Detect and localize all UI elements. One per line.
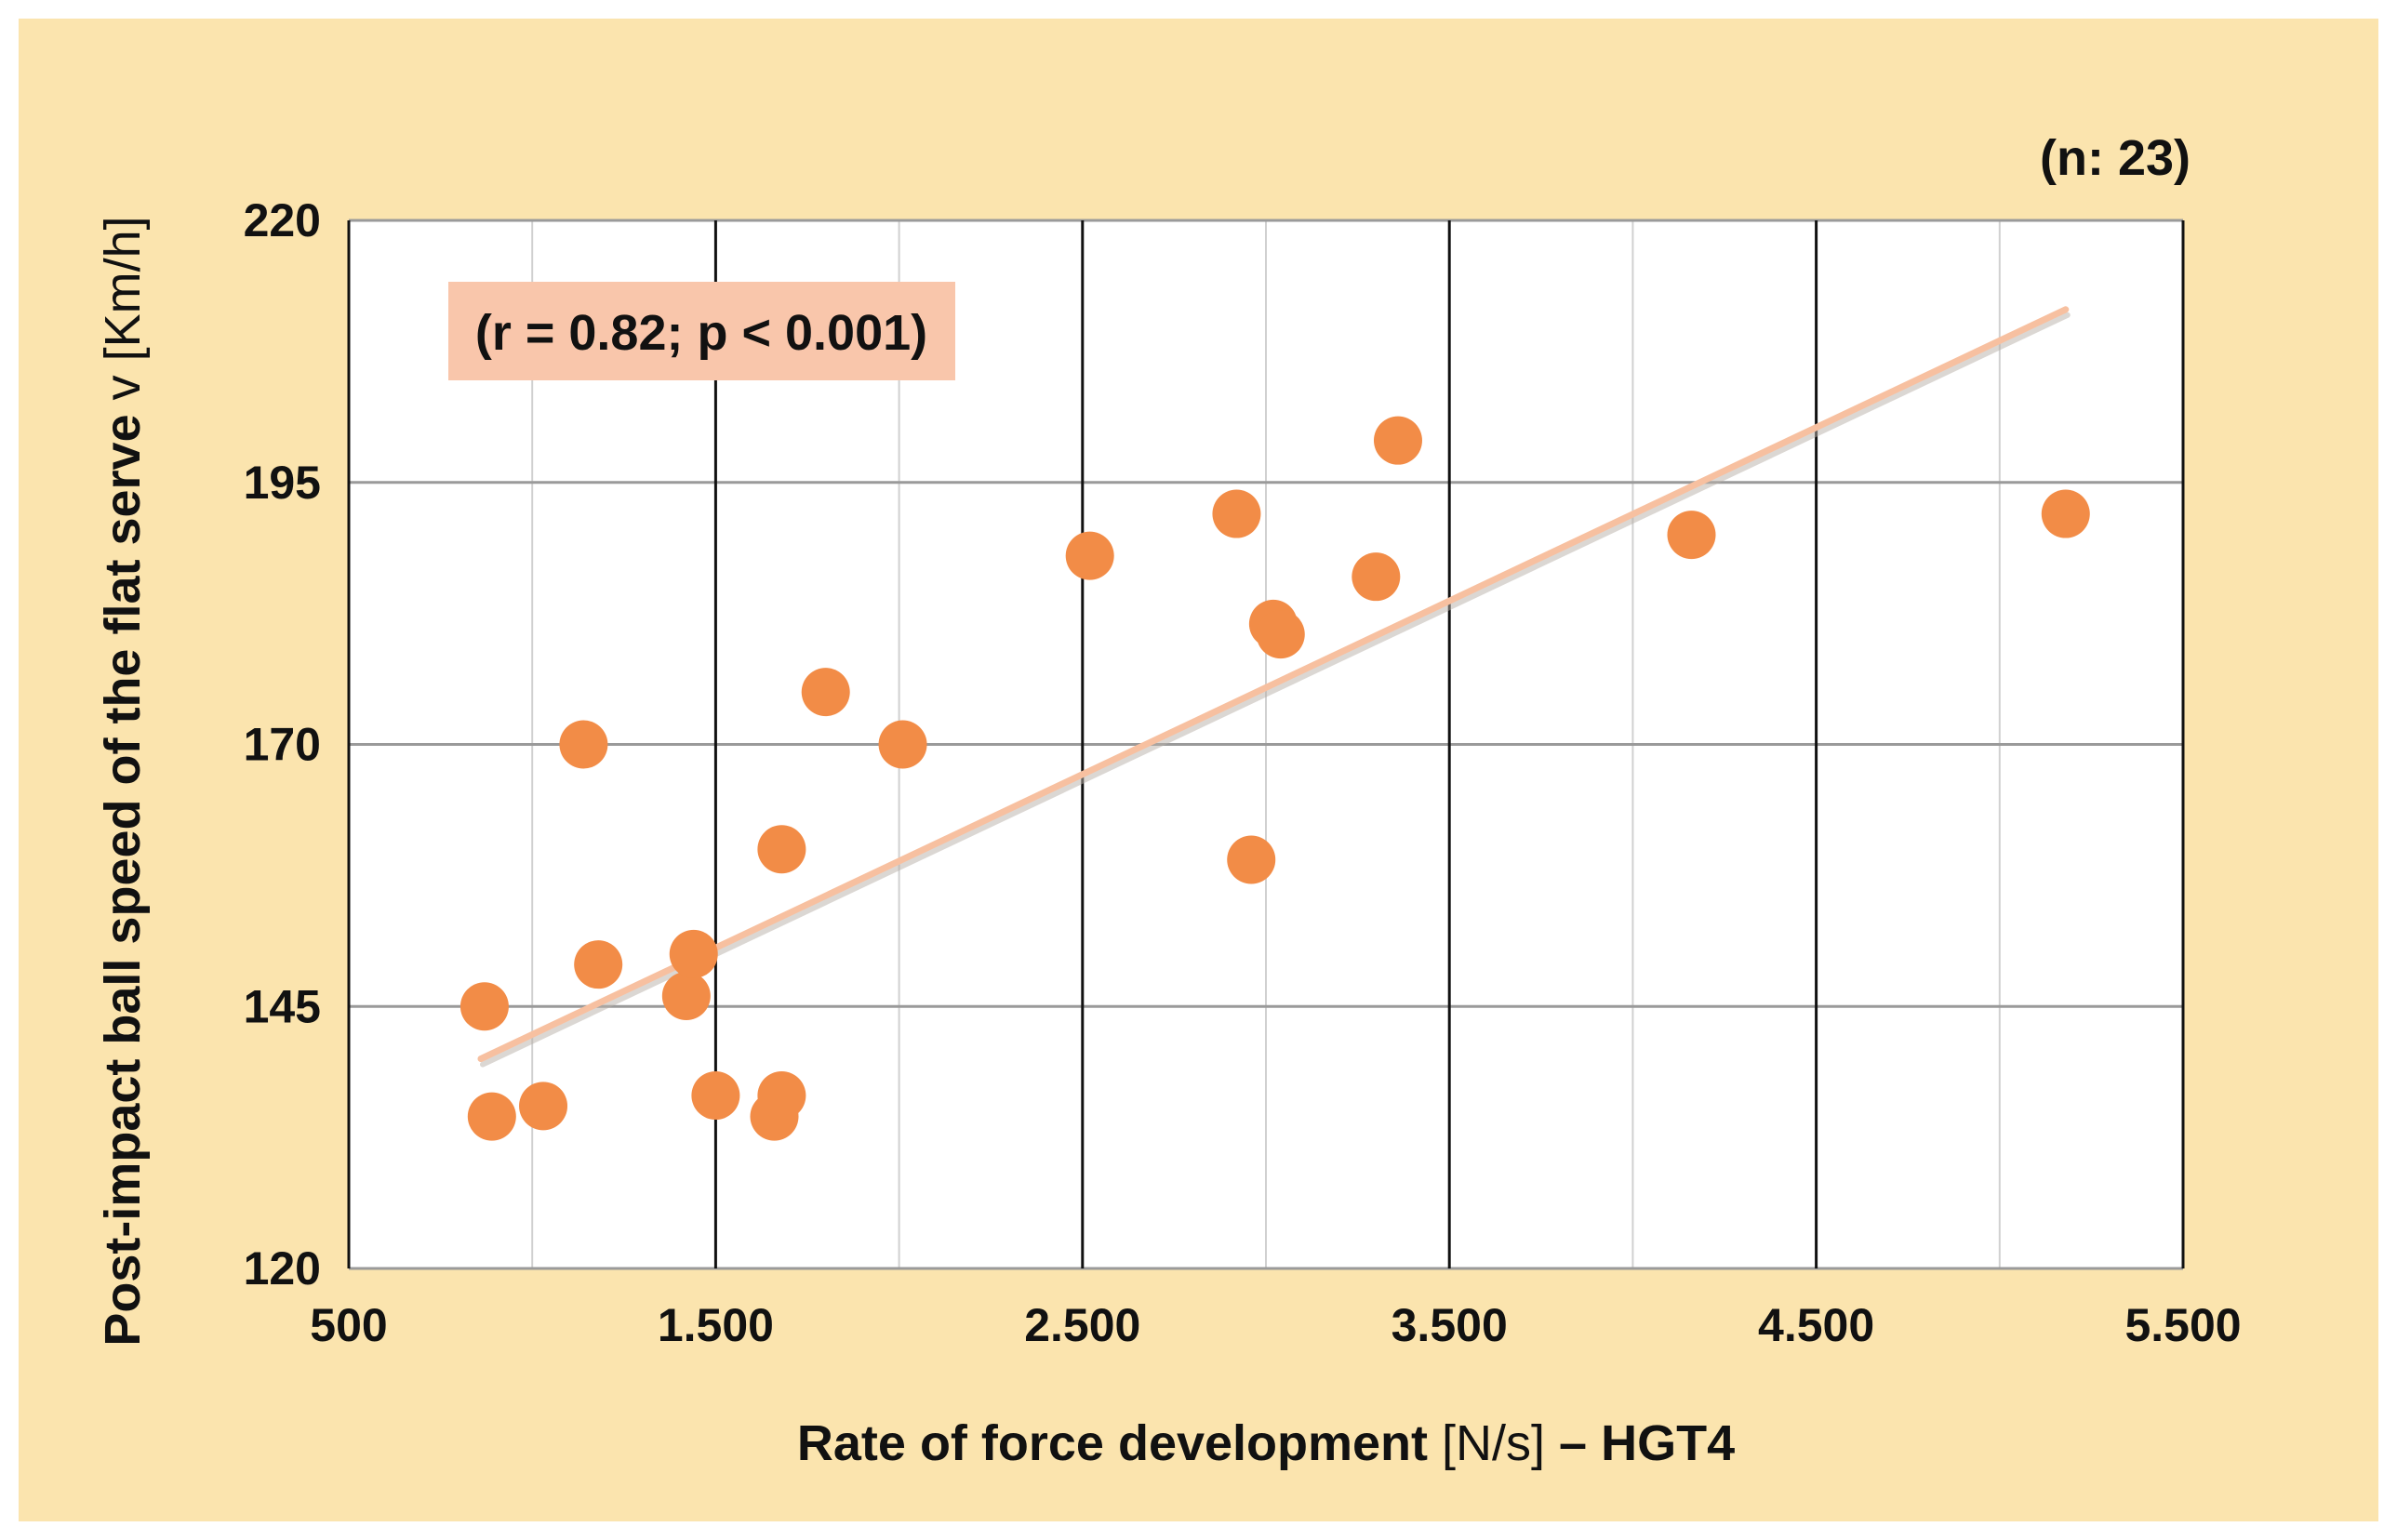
x-axis-title: Rate of force development [N/s] – HGT4 [797, 1415, 1735, 1471]
data-point [757, 1071, 806, 1121]
trendline [477, 306, 2070, 1063]
data-point [574, 940, 623, 989]
data-point [1065, 531, 1114, 580]
data-point [1352, 552, 1401, 602]
x-axis-title-suffix: – HGT4 [1559, 1415, 1735, 1471]
data-point [467, 1092, 516, 1141]
x-tick-label: 5.500 [2124, 1299, 2241, 1351]
data-point [801, 668, 850, 717]
data-point [559, 720, 608, 769]
data-point [1373, 416, 1422, 465]
data-point [459, 982, 509, 1031]
x-tick-labels: 500 1.500 2.500 3.500 4.500 5.500 [310, 1299, 2241, 1351]
data-point [1667, 511, 1716, 560]
y-tick-label: 145 [244, 980, 321, 1032]
y-tick-label: 220 [244, 194, 321, 246]
data-point [691, 1071, 740, 1121]
x-tick-label: 2.500 [1024, 1299, 1140, 1351]
stats-box [448, 282, 955, 380]
data-point [757, 825, 806, 874]
x-tick-label: 1.500 [658, 1299, 774, 1351]
x-axis-title-main: Rate of force development [797, 1415, 1428, 1471]
y-tick-label: 170 [244, 719, 321, 771]
sample-size-note: (n: 23) [2040, 130, 2191, 186]
y-tick-label: 120 [244, 1242, 321, 1294]
x-tick-label: 3.500 [1392, 1299, 1508, 1351]
data-point [669, 929, 718, 978]
y-axis-title-unit: v [Km/h] [95, 216, 151, 414]
y-axis-title-main: Post-impact ball speed of the flat serve [95, 414, 151, 1346]
x-tick-label: 500 [310, 1299, 387, 1351]
data-point [2041, 489, 2090, 538]
data-point [1212, 489, 1261, 538]
y-tick-label: 195 [244, 457, 321, 509]
x-axis-title-unit: [N/s] [1428, 1415, 1559, 1471]
data-point [661, 971, 711, 1020]
data-points [459, 416, 2090, 1141]
trendline-group [477, 306, 2071, 1068]
y-tick-labels: 120 145 170 195 220 [244, 194, 321, 1294]
data-point [1227, 835, 1276, 884]
data-point [878, 720, 927, 769]
y-axis-title: Post-impact ball speed of the flat serve… [95, 216, 151, 1346]
grid [347, 219, 2185, 1270]
trendline-shadow [479, 312, 2071, 1068]
data-point [1256, 610, 1305, 659]
data-point [519, 1082, 568, 1131]
x-tick-label: 4.500 [1758, 1299, 1874, 1351]
stats-label: (r = 0.82; p < 0.001) [475, 305, 927, 361]
